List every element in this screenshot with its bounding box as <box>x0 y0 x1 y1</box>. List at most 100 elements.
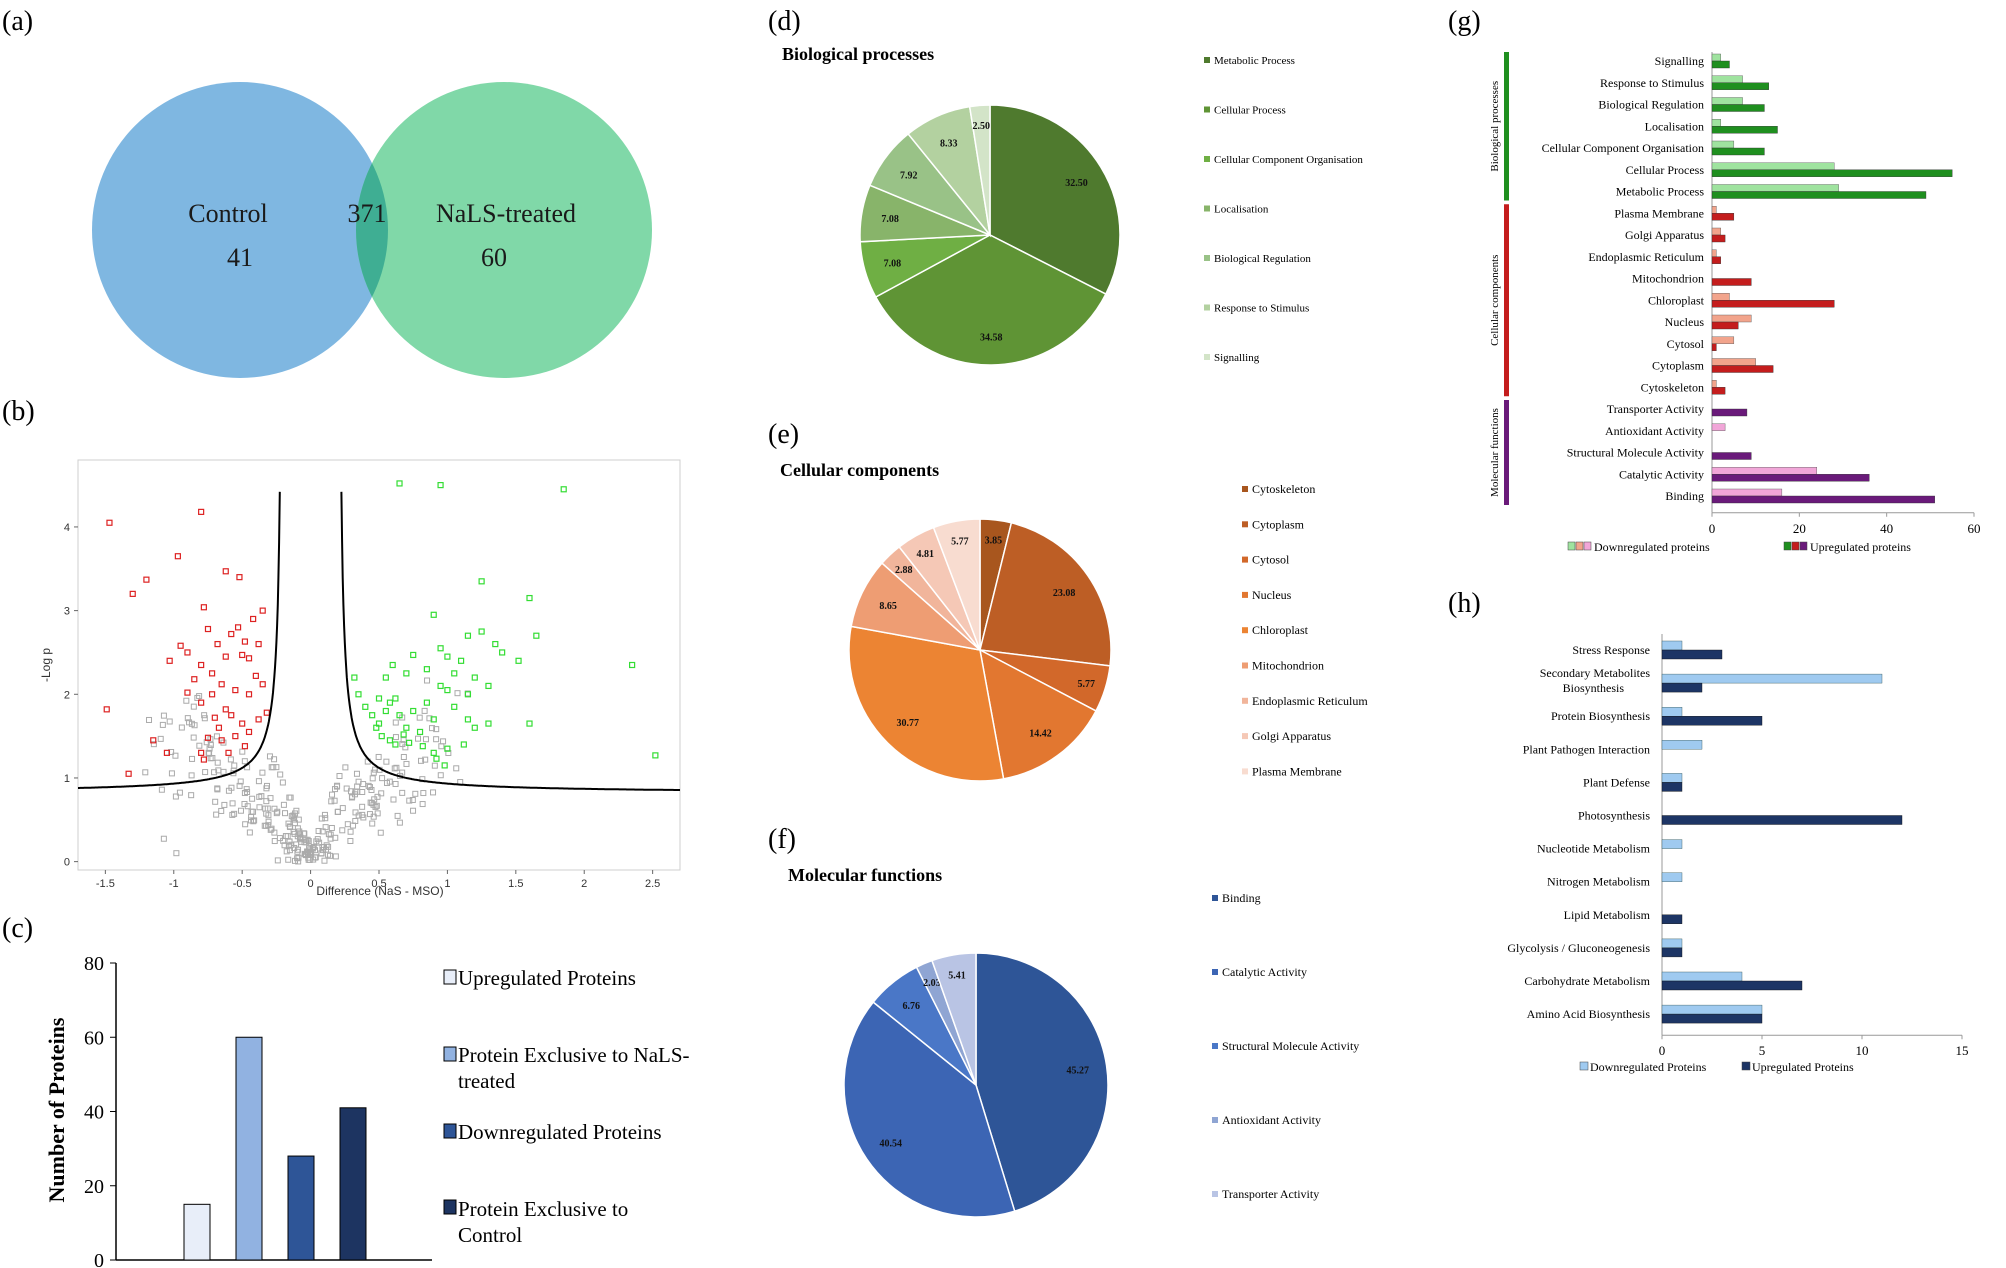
g-legend-down-swatch-3 <box>1583 541 1592 551</box>
panel-label-e: (e) <box>768 419 799 450</box>
significance-curve-left <box>78 491 281 789</box>
non-significant-point <box>160 712 167 719</box>
g-bar-down-12 <box>1711 314 1752 323</box>
non-significant-point <box>296 836 303 843</box>
upregulated-point <box>386 737 394 744</box>
g-bar-down-17 <box>1711 423 1726 431</box>
upregulated-point <box>382 674 389 681</box>
legend-label-2: Cytosol <box>1252 553 1290 567</box>
g-category-label-2: Biological Regulation <box>1598 98 1704 112</box>
non-significant-point <box>213 811 220 818</box>
pie-slice-label-5: 8.33 <box>940 138 958 149</box>
non-significant-point <box>229 811 236 818</box>
g-bar-down-2 <box>1711 97 1743 105</box>
g-legend-up-swatch-3 <box>1799 541 1808 551</box>
molecular-functions-pie-panel: Molecular functions 45.27 40.54 6.76 2.03 5.… <box>788 865 1359 1218</box>
g-bar-up-16 <box>1711 408 1748 417</box>
non-significant-point <box>293 807 300 814</box>
downregulated-point <box>241 638 249 645</box>
upregulated-point <box>396 480 403 487</box>
pie-slice-label-3: 7.08 <box>881 214 899 225</box>
g-bar-up-10 <box>1711 278 1752 286</box>
non-significant-point <box>231 762 238 769</box>
downregulated-point <box>204 734 212 741</box>
h-bar-down-9 <box>1661 938 1683 949</box>
non-significant-point <box>297 834 304 841</box>
upregulated-point <box>437 482 444 489</box>
non-significant-point <box>400 753 407 760</box>
legend-swatch-2 <box>1212 1043 1218 1049</box>
upregulated-point <box>444 653 451 660</box>
pie-slice-0 <box>989 104 1121 296</box>
downregulated-point <box>250 615 257 623</box>
volcano-x-tick-label: 0.5 <box>371 878 386 890</box>
panel-label-c: (c) <box>2 913 33 944</box>
volcano-x-tick-label: -1.5 <box>96 878 115 890</box>
volcano-x-tick-label: 1 <box>444 878 450 890</box>
g-bar-down-11 <box>1711 293 1730 301</box>
non-significant-point <box>375 753 382 760</box>
upregulated-point <box>430 716 437 723</box>
pie-slice-label-0: 32.50 <box>1065 178 1088 189</box>
non-significant-point <box>150 741 157 748</box>
downregulated-point <box>198 749 205 756</box>
barc-legend: Upregulated Proteins Protein Exclusive t… <box>443 966 690 1247</box>
pie-slice-1 <box>843 1001 1016 1218</box>
upregulated-point <box>437 645 444 652</box>
non-significant-point <box>159 721 166 728</box>
downregulated-point <box>200 604 207 611</box>
legend-label-1: Cellular Process <box>1214 105 1286 117</box>
g-legend-down-swatch-1 <box>1567 541 1576 551</box>
non-significant-point <box>370 813 377 820</box>
non-significant-point <box>318 815 325 822</box>
h-bar-up-4 <box>1661 782 1683 792</box>
non-significant-point <box>430 789 437 796</box>
non-significant-point <box>267 826 274 833</box>
non-significant-point <box>372 766 379 773</box>
h-bar-up-9 <box>1661 947 1683 958</box>
downregulated-point <box>225 749 232 756</box>
non-significant-point <box>237 778 244 785</box>
legend-swatch-downregulated <box>443 1123 457 1139</box>
volcano-y-tick-label: 4 <box>64 522 70 534</box>
pie-slice-4 <box>848 625 1005 782</box>
pie-slice-label-0: 3.85 <box>985 536 1003 547</box>
non-significant-point <box>211 769 218 776</box>
venn-overlap-count: 371 <box>348 199 387 228</box>
non-significant-point <box>229 800 236 807</box>
upregulated-point <box>629 661 636 669</box>
legend-label-8: Plasma Membrane <box>1252 764 1342 778</box>
non-significant-point <box>160 835 167 842</box>
downregulated-point <box>198 508 205 515</box>
non-significant-point <box>416 714 423 721</box>
non-significant-point <box>328 798 335 805</box>
barc-bar-2 <box>287 1155 315 1261</box>
g-category-label-7: Plasma Membrane <box>1614 206 1704 220</box>
g-category-label-13: Cytosol <box>1667 337 1705 351</box>
h-category-label-8: Lipid Metabolism <box>1564 908 1651 922</box>
non-significant-point <box>250 808 257 815</box>
pie-slice-8 <box>932 518 981 651</box>
h-bar-down-4 <box>1661 773 1683 783</box>
upregulated-point <box>437 682 444 690</box>
non-significant-point <box>396 819 403 826</box>
legend-label-1: Catalytic Activity <box>1222 965 1307 979</box>
volcano-y-ticks: 0 1 2 3 4 <box>64 522 78 869</box>
g-bar-down-6 <box>1711 184 1839 192</box>
g-category-label-11: Chloroplast <box>1648 293 1705 307</box>
pie-slice-1 <box>979 521 1112 667</box>
downregulated-point <box>236 574 243 581</box>
g-group-label-0: Biological processes <box>1489 81 1501 172</box>
non-significant-point <box>285 842 292 849</box>
pie-slice-label-6: 2.50 <box>973 121 991 132</box>
non-significant-point <box>415 735 422 742</box>
non-significant-point <box>342 764 349 771</box>
g-bar-down-19 <box>1711 467 1818 475</box>
non-significant-point <box>142 769 149 776</box>
non-significant-point <box>369 820 376 827</box>
go-category-bar-chart: 0 20 40 60 Signalling Response to Stimulus Bi… <box>1489 52 1981 554</box>
non-significant-point <box>392 780 399 787</box>
g-group-bracket-2 <box>1504 400 1509 505</box>
h-category-label-3: Plant Pathogen Interaction <box>1523 742 1650 756</box>
legend-label-3: Nucleus <box>1252 588 1292 602</box>
